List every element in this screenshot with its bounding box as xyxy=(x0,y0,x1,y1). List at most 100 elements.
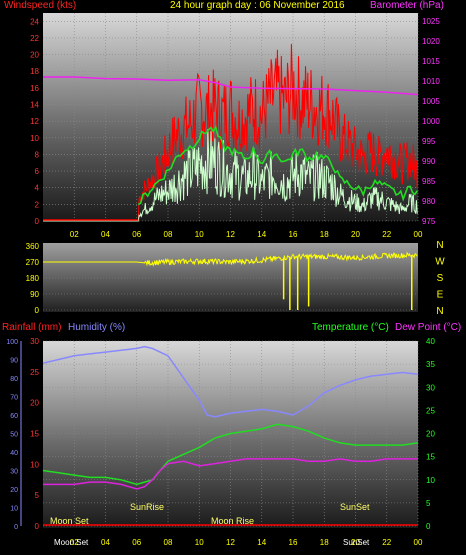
sunrise-label: SunRise xyxy=(130,502,164,512)
rainfall-label: Rainfall (mm) xyxy=(2,322,62,333)
humidity-tick-label: 90 xyxy=(10,358,18,365)
humidity-label: Humidity (%) xyxy=(68,322,126,333)
compass-label: N xyxy=(436,306,443,317)
temperature-label: Temperature (°C) xyxy=(312,322,389,333)
y-left-tick-label: 22 xyxy=(30,34,39,43)
x-tick-label: 12 xyxy=(226,538,235,547)
y-left-tick-label: 20 xyxy=(30,51,39,60)
x-tick-label: 04 xyxy=(101,538,110,547)
x-tick-label: 18 xyxy=(320,230,329,239)
rain-tick-label: 15 xyxy=(30,430,39,439)
graph-title: 24 hour graph day : 06 November 2016 xyxy=(170,0,345,11)
compass-label: N xyxy=(436,240,443,251)
x-tick-label: 02 xyxy=(70,230,79,239)
y-left-tick-label: 2 xyxy=(35,200,40,209)
humidity-tick-label: 80 xyxy=(10,376,18,383)
temperature-line xyxy=(42,423,419,486)
humidity-tick-label: 50 xyxy=(10,432,18,439)
temp-tick-label: 5 xyxy=(426,499,431,508)
y-right-tick-label: 1015 xyxy=(422,57,440,66)
wind-direction-line xyxy=(43,251,418,267)
rain-tick-label: 5 xyxy=(35,491,40,500)
x-tick-label: 20 xyxy=(351,230,360,239)
bottom-sunset-label: SunSet xyxy=(343,538,370,547)
barometer-label: Barometer (hPa) xyxy=(370,0,444,11)
rain-tick-label: 30 xyxy=(30,337,39,346)
astro-events: Moon Set SunRise Moon Rise SunSet Moon Set Su… xyxy=(50,502,370,547)
y-left-tick-label: 10 xyxy=(30,134,39,143)
temp-humidity-ticks: 0510152025303540010203040506070809010005… xyxy=(6,337,435,547)
y-left-tick-label: 4 xyxy=(35,184,40,193)
moon-set-label: Moon Set xyxy=(50,516,89,526)
windspeed-label: Windspeed (kts) xyxy=(4,0,77,11)
y-right-tick-label: 1025 xyxy=(422,17,440,26)
rain-tick-label: 25 xyxy=(30,368,39,377)
temp-tick-label: 20 xyxy=(426,430,435,439)
barometer-line xyxy=(43,76,419,96)
x-tick-label: 08 xyxy=(164,230,173,239)
compass-label: W xyxy=(435,257,445,268)
y-right-tick-label: 990 xyxy=(422,157,436,166)
dewpoint-line xyxy=(43,458,418,490)
y-left-tick-label: 8 xyxy=(35,150,40,159)
humidity-tick-label: 10 xyxy=(10,506,18,513)
x-tick-label: 06 xyxy=(132,538,141,547)
x-tick-label: 22 xyxy=(382,230,391,239)
x-tick-label: 00 xyxy=(414,538,423,547)
humidity-tick-label: 60 xyxy=(10,413,18,420)
x-tick-label: 20 xyxy=(351,538,360,547)
rain-tick-label: 20 xyxy=(30,399,39,408)
y-right-tick-label: 975 xyxy=(422,217,436,226)
humidity-tick-label: 0 xyxy=(14,524,18,531)
y-right-tick-label: 995 xyxy=(422,137,436,146)
wind-direction-grid xyxy=(43,245,418,311)
direction-tick-label: 180 xyxy=(26,274,40,283)
temp-tick-label: 0 xyxy=(426,522,431,531)
humidity-tick-label: 40 xyxy=(10,450,18,457)
humidity-line xyxy=(42,345,419,418)
x-tick-label: 00 xyxy=(414,230,423,239)
temp-tick-label: 15 xyxy=(426,453,435,462)
rain-tick-label: 10 xyxy=(30,460,39,469)
x-tick-label: 08 xyxy=(164,538,173,547)
dewpoint-label: Dew Point (°C) xyxy=(395,322,462,333)
x-tick-label: 06 xyxy=(132,230,141,239)
humidity-tick-label: 70 xyxy=(10,395,18,402)
x-tick-label: 02 xyxy=(70,538,79,547)
compass-label: S xyxy=(437,273,444,284)
y-right-tick-label: 980 xyxy=(422,197,436,206)
wind-pressure-series xyxy=(43,43,419,222)
temp-humidity-series xyxy=(42,345,419,526)
temp-tick-label: 10 xyxy=(426,476,435,485)
temp-tick-label: 25 xyxy=(426,406,435,415)
x-tick-label: 04 xyxy=(101,230,110,239)
y-left-tick-label: 16 xyxy=(30,84,39,93)
humidity-tick-label: 30 xyxy=(10,469,18,476)
rain-tick-label: 0 xyxy=(35,522,40,531)
direction-tick-label: 360 xyxy=(26,242,40,251)
temp-humidity-grid xyxy=(43,340,419,527)
x-tick-label: 10 xyxy=(195,538,204,547)
y-left-tick-label: 6 xyxy=(35,167,40,176)
y-right-tick-label: 985 xyxy=(422,177,436,186)
y-right-tick-label: 1005 xyxy=(422,97,440,106)
direction-tick-label: 0 xyxy=(35,306,40,315)
x-tick-label: 14 xyxy=(257,230,266,239)
y-right-tick-label: 1000 xyxy=(422,117,440,126)
compass-label: E xyxy=(437,290,444,301)
wind-direction-series xyxy=(43,251,418,310)
moon-rise-label: Moon Rise xyxy=(211,516,254,526)
y-left-tick-label: 12 xyxy=(30,117,39,126)
temp-tick-label: 35 xyxy=(426,360,435,369)
x-tick-label: 14 xyxy=(257,538,266,547)
y-left-tick-label: 18 xyxy=(30,67,39,76)
x-tick-label: 16 xyxy=(289,538,298,547)
x-tick-label: 16 xyxy=(289,230,298,239)
direction-tick-label: 90 xyxy=(30,290,39,299)
x-tick-label: 18 xyxy=(320,538,329,547)
sunset-label: SunSet xyxy=(340,502,370,512)
bottom-moon-set-label: Moon Set xyxy=(54,538,89,547)
y-left-tick-label: 14 xyxy=(30,101,39,110)
